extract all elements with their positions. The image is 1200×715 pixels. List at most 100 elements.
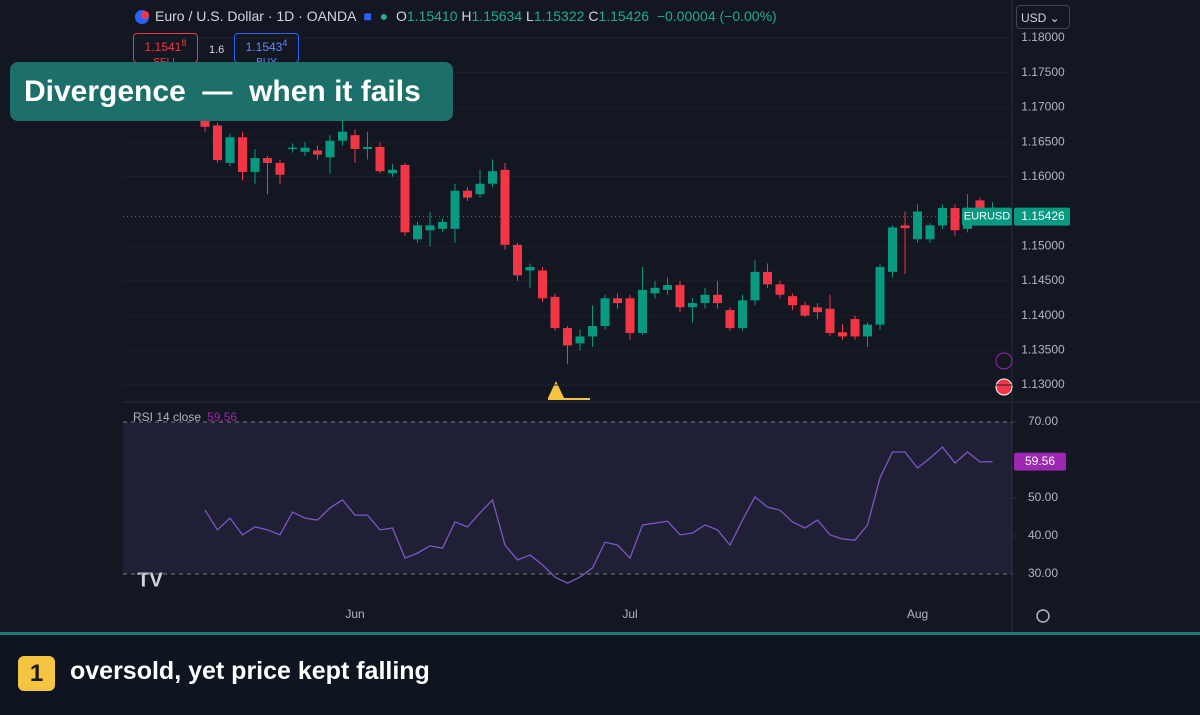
rsi-title: RSI 14 close [133,410,201,424]
candle-body [325,140,335,158]
candle-body [313,150,322,155]
header: Euro / U.S. Dollar · 1D · OANDA ■ ● O1.1… [155,8,777,24]
candle-body [513,244,522,276]
candle-body [250,158,260,172]
x-tick-label: Jun [345,607,364,621]
y-tick-label: 1.18000 [1021,30,1065,44]
candle-body [563,328,572,346]
candle-body [400,164,410,233]
candle-body [688,303,697,308]
candle-body [463,190,472,198]
candle-body [238,137,247,172]
x-tick-label: Aug [907,607,928,621]
candle-body [875,267,885,325]
candle-body [525,267,535,271]
symbol-tag-box [962,207,1012,226]
y-tick-label: 1.17000 [1021,100,1065,114]
y-tick-label: 50.00 [1028,490,1058,504]
ohlc-value: 1.15426 [598,8,650,24]
rsi-legend: RSI 14 close 59.56 [133,410,237,424]
candle-body [413,225,422,240]
candle-body [888,227,897,272]
settings-icon[interactable] [1036,609,1050,623]
currency-select[interactable]: USD ⌄ [1016,5,1070,29]
buy-button[interactable]: 1.15434BUY [234,33,299,68]
buy-sup: 4 [282,38,288,48]
caption-bar: 1 oversold, yet price kept falling [0,632,1200,715]
candle-body [700,294,710,304]
candle-body [363,146,372,150]
candle-body [338,131,347,141]
candle-body [625,298,635,333]
event-icon[interactable] [995,352,1013,370]
candle-body [975,200,985,211]
ohlc-key: L [526,8,534,24]
last-price-box [1014,207,1070,226]
signal-arrow [548,381,564,398]
candle-body [588,326,597,337]
overlay-title: Divergence — when it fails [10,62,453,121]
candle-body [450,190,460,229]
candle-body [650,287,660,294]
candle-body [750,271,760,301]
y-tick-label: 1.14000 [1021,308,1065,322]
candle-body [950,208,960,231]
sell-button[interactable]: 1.15418SELL [133,33,198,68]
candle-body [375,146,385,172]
ohlc-key: H [461,8,472,24]
candle-body [575,336,585,344]
candle-body [613,298,622,304]
candle-body [213,125,222,161]
rsi-line [204,446,993,584]
candle-body [788,296,797,306]
rsi-legend-value: 59.56 [207,410,237,424]
candle-body [775,284,785,295]
symbol-tag: EURUSD [964,211,1011,223]
caption-badge: 1 [18,656,55,691]
rsi-band [123,421,1012,575]
y-tick-label: 30.00 [1028,566,1058,580]
candle-body [225,137,235,163]
y-tick-label: 1.13500 [1021,342,1065,356]
y-tick-label: 40.00 [1028,528,1058,542]
candle-body [388,169,397,174]
candle-body [763,271,772,285]
last-value-box [1014,452,1066,471]
candle-body [800,305,810,316]
candle-body [638,289,647,333]
candle-body [300,147,310,152]
candle-body [538,270,547,299]
flag-icon[interactable] [995,378,1013,396]
candle-body [500,169,510,245]
y-tick-label: 1.13000 [1021,377,1065,391]
buy-price: 1.1543 [245,40,283,54]
candle-body [813,307,822,313]
y-tick-label: 1.16000 [1021,169,1065,183]
logo: TV [137,569,163,591]
candle-body [825,308,835,333]
candle-body [675,285,685,308]
candle-body [288,147,297,150]
candle-body [550,296,560,329]
y-tick-label: 1.14500 [1021,273,1065,287]
candle-body [738,300,747,329]
y-tick-label: 1.17500 [1021,65,1065,79]
spread: 1.6 [209,44,225,56]
y-tick-label: 70.00 [1028,414,1058,428]
sell-sup: 8 [181,38,187,48]
candle-body [913,211,922,240]
candle-body [838,332,847,337]
candle-body [863,324,872,337]
x-tick-label: Jul [622,607,637,621]
candle-body [475,183,485,195]
ohlc-key: C [588,8,599,24]
change: −0.00004 (−0.00%) [656,8,777,24]
candle-body [350,135,360,150]
ohlc: O1.15410 H1.15634 L1.15322 C1.15426 [396,8,653,24]
candle-body [850,319,860,337]
caption-text: oversold, yet price kept falling [70,657,430,685]
y-tick-label: 1.16500 [1021,134,1065,148]
symbol: Euro / U.S. Dollar · 1D · OANDA [155,8,356,24]
candle-body [725,310,735,329]
ohlc-value: 1.15410 [406,8,458,24]
